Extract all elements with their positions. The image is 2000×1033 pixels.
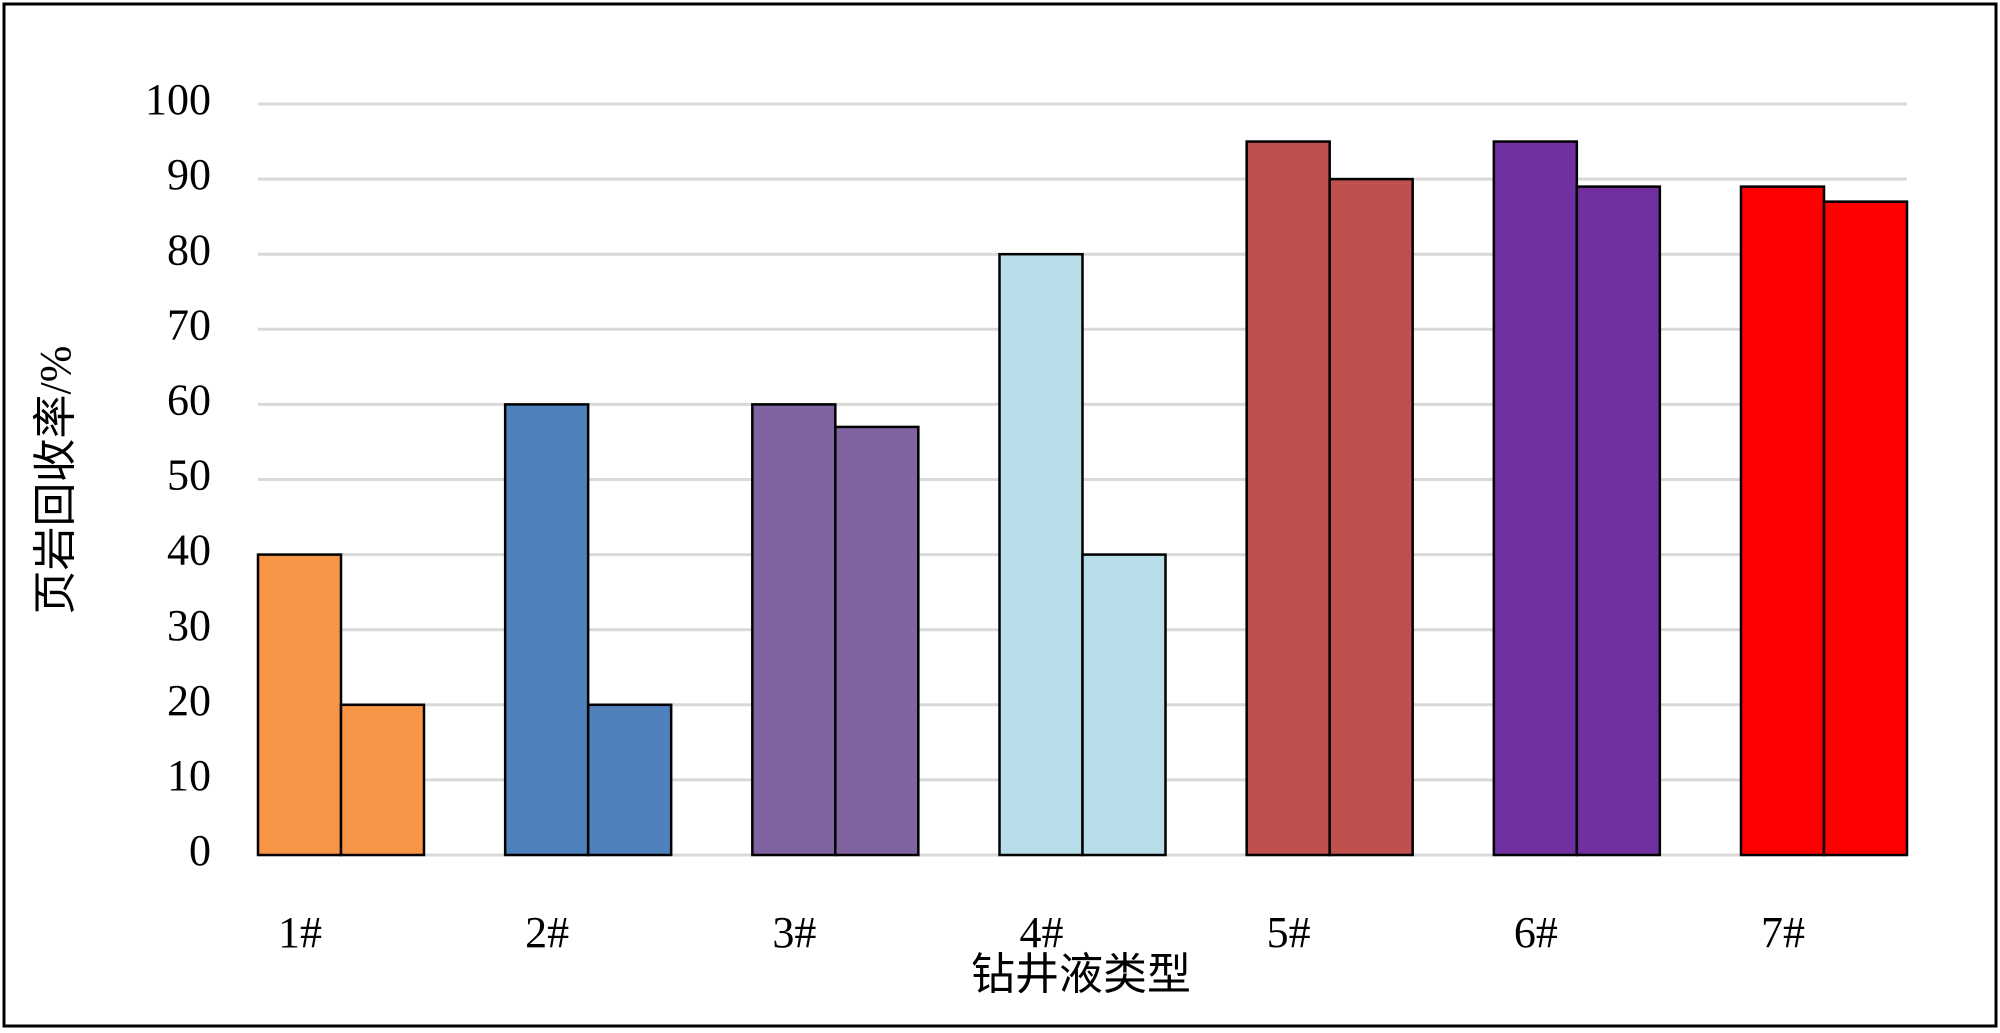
x-tick-label: 5# [1267, 908, 1311, 957]
y-tick-label: 80 [167, 225, 211, 274]
bar [1822, 200, 1909, 857]
bar [998, 252, 1084, 857]
y-tick-label: 100 [145, 75, 211, 124]
y-tick-label: 60 [167, 375, 211, 424]
x-tick-label: 7# [1761, 908, 1805, 957]
bar [1081, 553, 1167, 857]
bar [256, 553, 343, 857]
bar [1575, 185, 1662, 857]
y-tick-label: 0 [189, 826, 211, 875]
y-tick-label: 70 [167, 300, 211, 349]
bar [1245, 140, 1331, 857]
bar [503, 403, 590, 857]
x-tick-label: 6# [1514, 908, 1558, 957]
y-tick-label: 30 [167, 601, 211, 650]
y-tick-label: 20 [167, 676, 211, 725]
bar [1492, 140, 1579, 857]
y-tick-label: 50 [167, 451, 211, 500]
y-axis-title: 页岩回收率/% [31, 346, 80, 615]
bar [751, 403, 837, 857]
x-tick-label: 1# [278, 908, 322, 957]
x-tick-label: 2# [525, 908, 569, 957]
x-tick-label: 4# [1020, 908, 1064, 957]
bar [1739, 185, 1826, 857]
bar [1328, 177, 1414, 857]
y-tick-label: 90 [167, 150, 211, 199]
x-axis-title: 钻井液类型 [971, 950, 1191, 999]
y-tick-label: 40 [167, 526, 211, 575]
bar [339, 703, 426, 857]
bar [586, 703, 673, 857]
bar [834, 425, 920, 857]
x-tick-label: 3# [772, 908, 816, 957]
y-tick-label: 10 [167, 751, 211, 800]
